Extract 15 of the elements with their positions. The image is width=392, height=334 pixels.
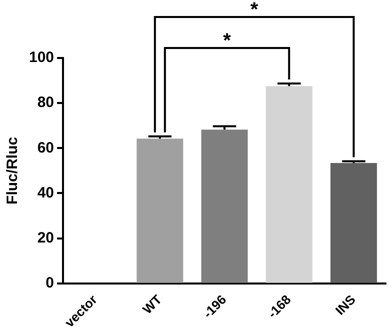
y-tick-label: 60 xyxy=(37,139,54,156)
x-tick-label: -168 xyxy=(264,292,294,321)
text: * xyxy=(223,30,232,52)
y-tick-label: 40 xyxy=(37,184,54,202)
x-tick-label: INS xyxy=(332,292,359,318)
bar xyxy=(330,163,377,283)
text: * xyxy=(250,0,258,21)
y-tick-label: 100 xyxy=(28,49,54,66)
x-tick-label: WT xyxy=(140,292,165,317)
bar xyxy=(136,138,184,283)
x-tick-label: -196 xyxy=(200,292,230,321)
y-tick-label: 0 xyxy=(46,274,54,292)
y-axis-title: Fluc/Rluc xyxy=(4,136,22,204)
y-tick-label: 20 xyxy=(37,229,54,246)
y-tick-label: 80 xyxy=(37,94,54,112)
